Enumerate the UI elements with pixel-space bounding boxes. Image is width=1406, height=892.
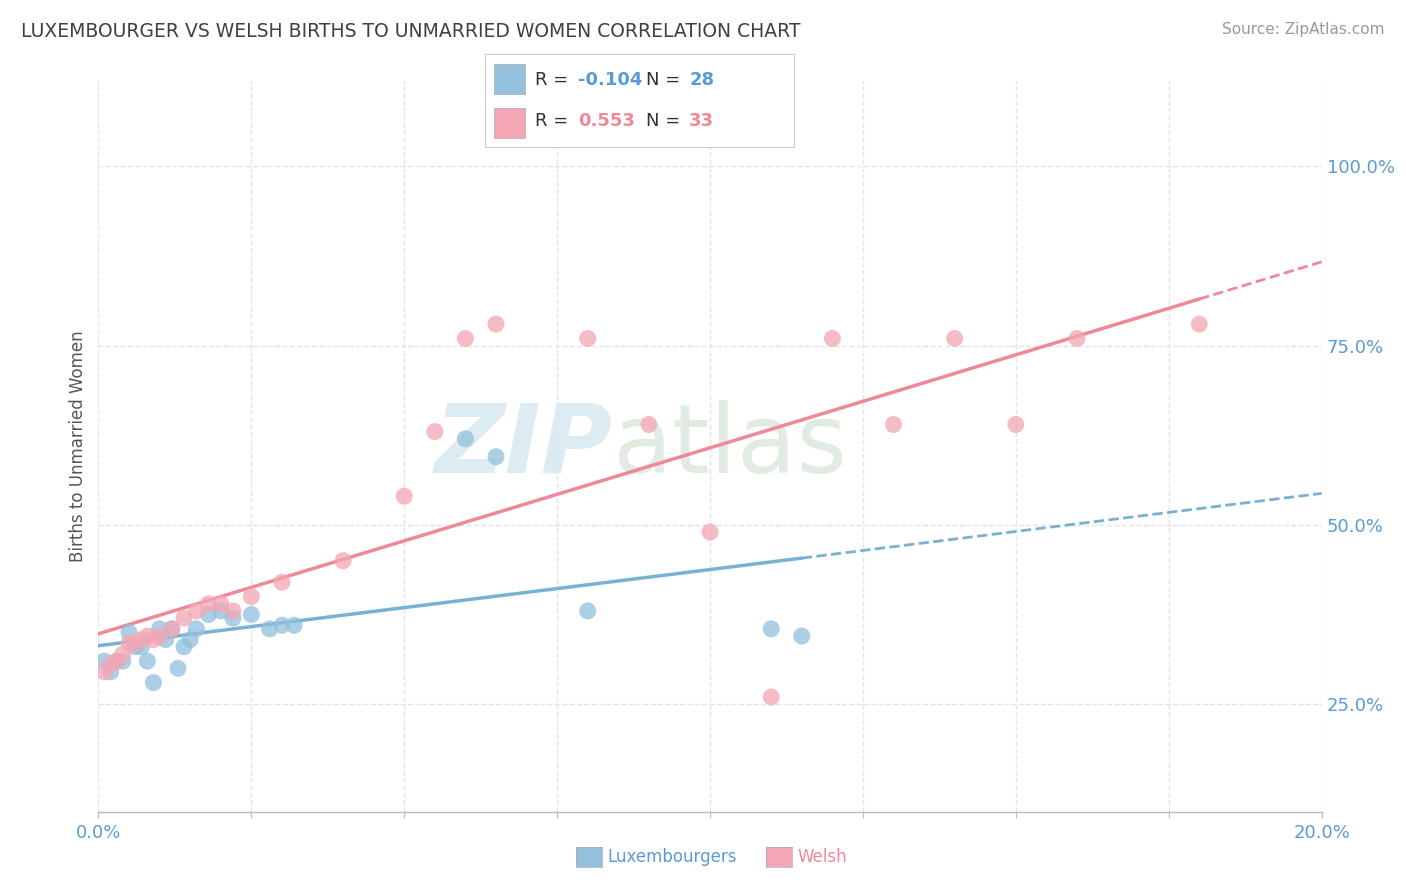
Point [93, 665, 115, 679]
Point [1066, 331, 1088, 345]
Point [155, 632, 177, 647]
Text: ZIP: ZIP [434, 400, 612, 492]
Point [129, 632, 152, 647]
Bar [495, 108, 526, 138]
Point [186, 604, 208, 618]
Point [136, 629, 159, 643]
Point [118, 625, 141, 640]
Point [576, 604, 599, 618]
Point [111, 647, 134, 661]
Point [149, 622, 172, 636]
Point [105, 654, 128, 668]
Point [1188, 317, 1211, 331]
Point [111, 654, 134, 668]
Point [160, 622, 183, 636]
Point [167, 661, 190, 675]
Point [240, 590, 263, 604]
Text: N =: N = [645, 70, 686, 88]
Point [93, 654, 115, 668]
Point [454, 432, 477, 446]
Point [637, 417, 661, 432]
Point [197, 607, 219, 622]
Point [129, 640, 152, 654]
Point [118, 636, 141, 650]
Point [759, 622, 782, 636]
Bar [495, 64, 526, 94]
Point [105, 654, 128, 668]
Point [485, 450, 508, 464]
Point [124, 640, 146, 654]
Point [136, 654, 159, 668]
Point [209, 604, 232, 618]
Text: -0.104: -0.104 [578, 70, 643, 88]
Point [149, 629, 172, 643]
Point [160, 622, 183, 636]
Point [209, 597, 232, 611]
Point [485, 317, 508, 331]
Point [332, 554, 354, 568]
Text: 0.553: 0.553 [578, 112, 634, 130]
Point [283, 618, 305, 632]
Point [1004, 417, 1026, 432]
Point [423, 425, 446, 439]
Point [240, 607, 263, 622]
Y-axis label: Births to Unmarried Women: Births to Unmarried Women [69, 330, 87, 562]
Text: R =: R = [534, 112, 574, 130]
Text: N =: N = [645, 112, 686, 130]
Point [270, 575, 292, 590]
Point [270, 618, 292, 632]
Point [186, 622, 208, 636]
Point [759, 690, 782, 704]
Point [222, 604, 245, 618]
Point [699, 524, 721, 539]
Point [222, 611, 245, 625]
Text: LUXEMBOURGER VS WELSH BIRTHS TO UNMARRIED WOMEN CORRELATION CHART: LUXEMBOURGER VS WELSH BIRTHS TO UNMARRIE… [21, 22, 800, 41]
Point [173, 611, 195, 625]
Text: Luxembourgers: Luxembourgers [607, 848, 737, 866]
Point [821, 331, 844, 345]
Text: Welsh: Welsh [797, 848, 846, 866]
Text: atlas: atlas [612, 400, 848, 492]
Point [576, 331, 599, 345]
Point [454, 331, 477, 345]
Point [790, 629, 813, 643]
Point [142, 632, 165, 647]
Text: Source: ZipAtlas.com: Source: ZipAtlas.com [1222, 22, 1385, 37]
Point [124, 636, 146, 650]
Point [142, 675, 165, 690]
Text: 28: 28 [689, 70, 714, 88]
Point [179, 632, 201, 647]
Point [943, 331, 966, 345]
Text: R =: R = [534, 70, 574, 88]
Point [173, 640, 195, 654]
Point [197, 597, 219, 611]
Point [100, 657, 122, 672]
Point [392, 489, 416, 503]
Point [100, 665, 122, 679]
Text: 33: 33 [689, 112, 714, 130]
Point [259, 622, 281, 636]
Point [883, 417, 905, 432]
